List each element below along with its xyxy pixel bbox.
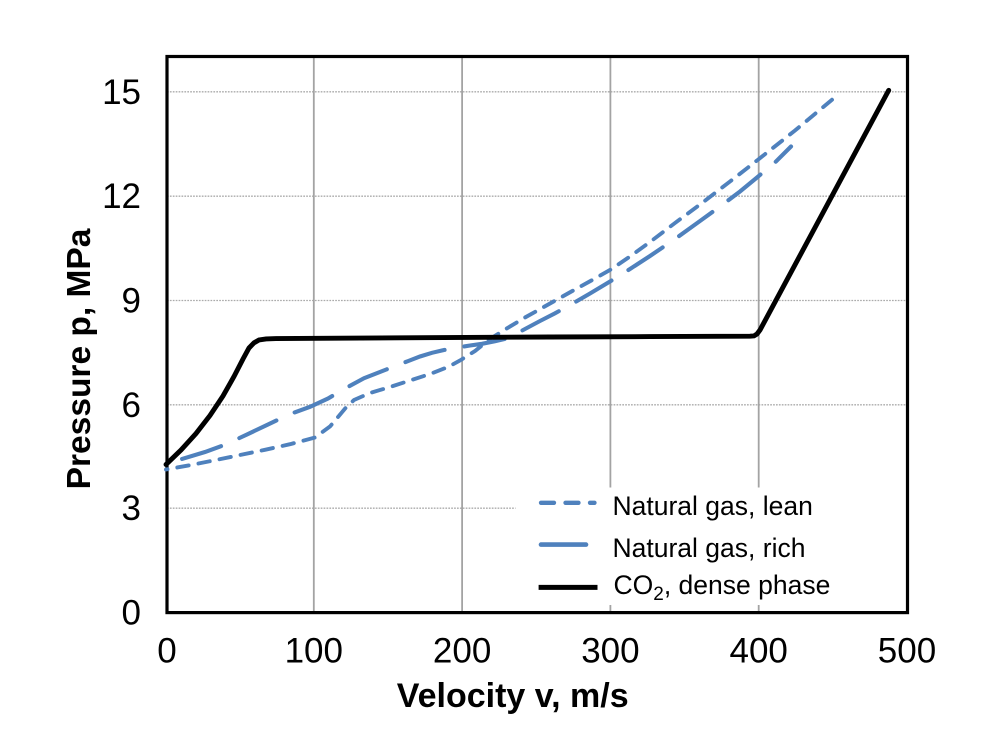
- svg-text:Velocity v, m/s: Velocity v, m/s: [397, 677, 629, 715]
- svg-text:CO2, dense phase: CO2, dense phase: [614, 570, 831, 605]
- svg-text:Natural gas, lean: Natural gas, lean: [613, 491, 813, 521]
- svg-text:3: 3: [122, 489, 141, 528]
- svg-text:400: 400: [729, 632, 787, 671]
- svg-text:15: 15: [102, 73, 141, 112]
- svg-text:9: 9: [122, 282, 141, 321]
- svg-text:200: 200: [433, 632, 491, 671]
- svg-text:12: 12: [102, 177, 141, 216]
- svg-text:Natural gas, rich: Natural gas, rich: [613, 533, 806, 563]
- svg-text:Pressure p, MPa: Pressure p, MPa: [61, 228, 98, 489]
- svg-text:300: 300: [581, 632, 639, 671]
- svg-text:500: 500: [878, 632, 936, 671]
- svg-text:0: 0: [157, 632, 176, 671]
- svg-text:0: 0: [122, 594, 141, 633]
- svg-text:100: 100: [285, 632, 343, 671]
- svg-text:6: 6: [122, 386, 141, 425]
